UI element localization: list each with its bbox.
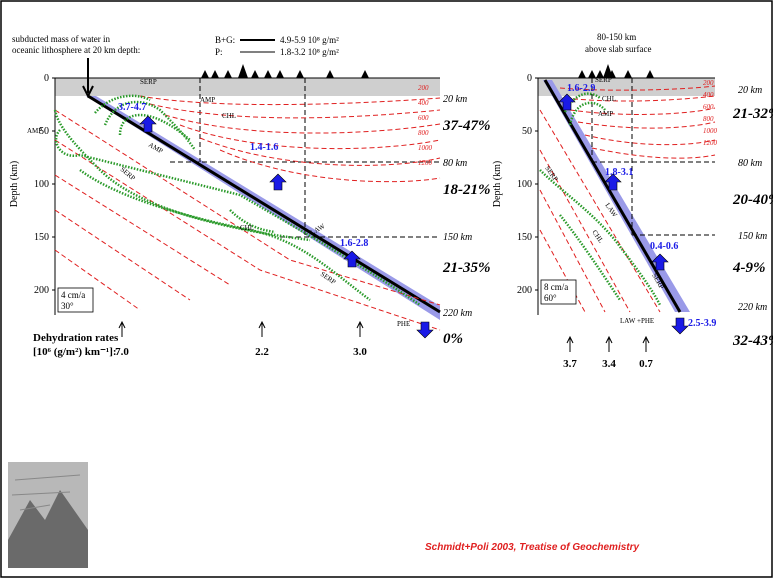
isotherm-label: 800	[418, 129, 429, 137]
y-tick-label: 100	[34, 179, 49, 190]
legend-label: P:	[215, 47, 223, 57]
page: { "left_panel": { "note": ["subducted ma…	[0, 0, 773, 578]
y-tick-label: 50	[522, 126, 532, 137]
note: oceanic lithosphere at 20 km depth:	[12, 45, 140, 55]
isotherm-label: 600	[418, 114, 429, 122]
percentage: 37-47%	[442, 118, 491, 134]
box-text: 60°	[544, 293, 557, 303]
phase-label: AMP	[200, 96, 215, 104]
y-tick-label: 200	[34, 285, 49, 296]
phase-label: PHE	[397, 320, 410, 328]
percentage: 0%	[443, 331, 463, 347]
flux-label: 1.8-3.1	[605, 167, 633, 178]
rate-caption: [10⁶ (g/m²) km⁻¹]:	[33, 346, 117, 358]
percentage: 32-43%	[732, 333, 773, 349]
flux-label: 1.4-1.6	[250, 142, 278, 153]
isotherm-label: 1200	[418, 159, 433, 167]
ocean-layer	[538, 78, 715, 96]
percentage: 20-40%	[732, 192, 773, 208]
flux-label: 3.7-4.7	[118, 102, 146, 113]
flux-label: 0.4-0.6	[650, 241, 678, 252]
citation: Schmidt+Poli 2003, Treatise of Geochemis…	[425, 542, 640, 553]
percentage: 21-32%	[732, 106, 773, 122]
phase-label: AMP	[598, 110, 613, 118]
legend-value: 1.8-3.2 10⁸ g/m²	[280, 47, 339, 57]
percentage: 4-9%	[732, 260, 766, 276]
depth-label: 150 km	[738, 231, 767, 242]
rate-value: 3.4	[602, 358, 616, 370]
y-tick-label: 150	[517, 232, 532, 243]
y-tick-label: 0	[44, 73, 49, 84]
flux-label: 1.6-2.8	[340, 238, 368, 249]
rate-value: 3.7	[563, 358, 577, 370]
depth-label: 220 km	[738, 302, 767, 313]
legend-label: B+G:	[215, 35, 235, 45]
phase-label: SERP	[140, 78, 157, 86]
phase-label: CHL	[602, 95, 616, 103]
rate-caption: Dehydration rates	[33, 332, 119, 344]
box-text: 30°	[61, 301, 74, 311]
flux-label: 2.5-3.9	[688, 318, 716, 329]
isotherm-label: 800	[703, 115, 714, 123]
depth-label: 80 km	[738, 158, 762, 169]
y-tick-label: 100	[517, 179, 532, 190]
rate-value: 0.7	[639, 358, 653, 370]
y-tick-label: 0	[527, 73, 532, 84]
isotherm-label: 200	[703, 79, 714, 87]
isotherm-label: 400	[418, 99, 429, 107]
rate-value: 2.2	[255, 346, 269, 358]
phase-label: CHL	[222, 112, 236, 120]
depth-label: 80 km	[443, 158, 467, 169]
y-axis-label: Depth (km)	[9, 161, 20, 207]
box-text: 8 cm/a	[544, 282, 568, 292]
isotherm-label: 200	[418, 84, 429, 92]
note: subducted mass of water in	[12, 34, 110, 44]
phase-label: LAW +PHE	[620, 317, 654, 325]
depth-label: 220 km	[443, 308, 472, 319]
isotherm-label: 600	[703, 103, 714, 111]
depth-label: 150 km	[443, 232, 472, 243]
phase-label: AMP	[27, 127, 42, 135]
percentage: 21-35%	[442, 260, 491, 276]
depth-label: 20 km	[738, 85, 762, 96]
depth-label: 20 km	[443, 94, 467, 105]
note: above slab surface	[585, 44, 651, 54]
legend-value: 4.9-5.9 10⁸ g/m²	[280, 35, 339, 45]
box-text: 4 cm/a	[61, 290, 85, 300]
isotherm-label: 1200	[703, 139, 718, 147]
rate-value: 7.0	[115, 346, 129, 358]
isotherm-label: 1000	[703, 127, 718, 135]
ocean-layer	[55, 78, 440, 96]
percentage: 18-21%	[443, 182, 491, 198]
phase-label: SERP	[595, 76, 612, 84]
phase-label: CHL	[240, 224, 254, 232]
y-tick-label: 200	[517, 285, 532, 296]
rate-value: 3.0	[353, 346, 367, 358]
slide: subducted mass of water inoceanic lithos…	[0, 0, 773, 578]
note: 80-150 km	[597, 32, 636, 42]
flux-label: 1.6-2.9	[567, 83, 595, 94]
isotherm-label: 1000	[418, 144, 433, 152]
y-tick-label: 150	[34, 232, 49, 243]
isotherm-label: 400	[703, 91, 714, 99]
y-axis-label: Depth (km)	[492, 161, 503, 207]
